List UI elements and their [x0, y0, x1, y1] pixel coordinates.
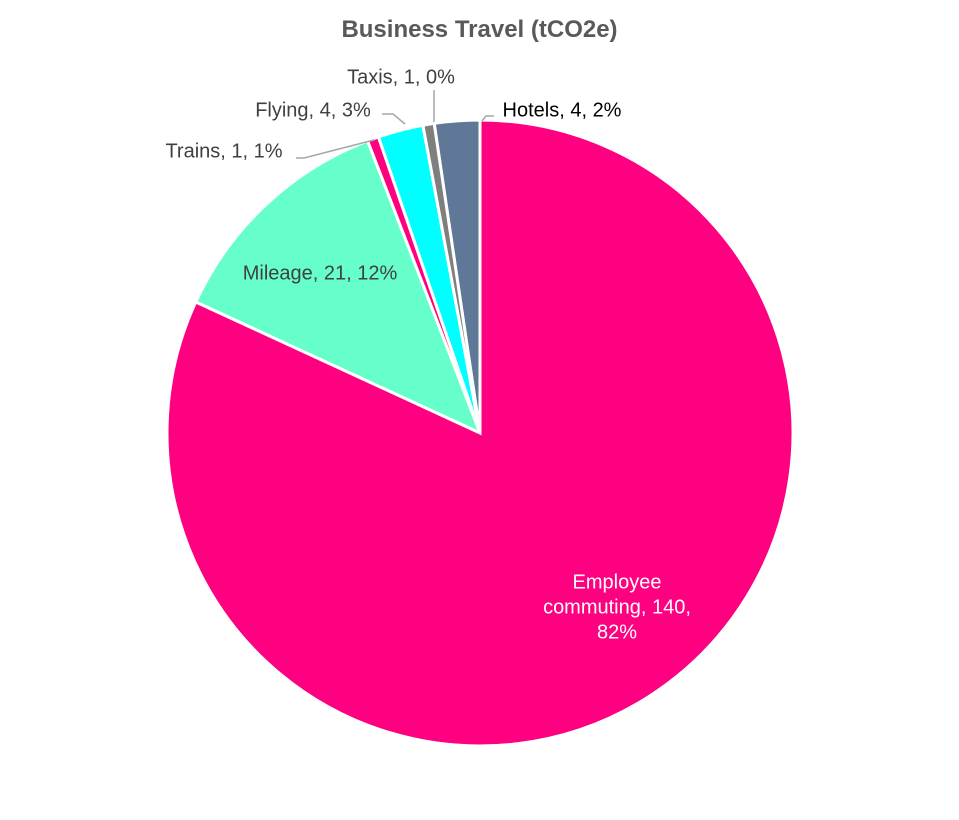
leader-line	[382, 113, 406, 125]
pie-slice	[193, 138, 483, 436]
leader-line	[481, 115, 494, 122]
leader-line	[296, 139, 375, 159]
data-label: Employee commuting, 140, 82%	[543, 571, 691, 644]
data-label: Taxis, 1, 0%	[347, 66, 455, 89]
leader-lines	[296, 90, 494, 159]
data-label: Trains, 1, 1%	[165, 140, 283, 163]
pie-slice	[165, 118, 795, 748]
data-label: Flying, 4, 3%	[255, 99, 371, 122]
data-label: Hotels, 4, 2%	[502, 99, 622, 122]
chart-title: Business Travel (tCO2e)	[341, 16, 618, 43]
data-label: Mileage, 21, 12%	[242, 262, 398, 285]
